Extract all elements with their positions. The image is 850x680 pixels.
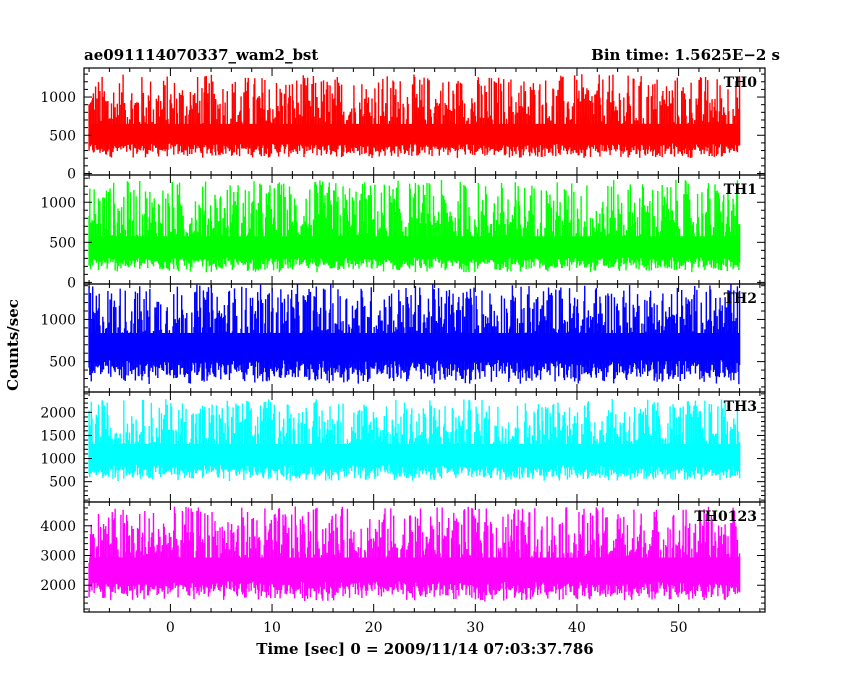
panel-th0: 0 500 1000 TH0 [40, 67, 766, 182]
y-tick-label: 0 [67, 166, 76, 182]
y-tick-label: 500 [49, 475, 76, 491]
y-tick-label: 1500 [40, 428, 76, 444]
y-tick-label: 500 [49, 235, 76, 251]
panel-th0123: 2000 3000 4000 TH0123 [40, 501, 766, 613]
y-tick-label: 500 [49, 128, 76, 144]
chart-title: ae091114070337_wam2_bst [84, 46, 318, 64]
y-axis-title: Counts/sec [4, 299, 22, 391]
x-tick-label: 20 [365, 620, 383, 636]
panel-label: TH3 [724, 399, 757, 415]
panel-th3: 500 1000 1500 2000 TH3 [40, 391, 766, 503]
x-tick-label: 10 [263, 620, 281, 636]
series-core-th0 [89, 123, 740, 144]
x-tick-label: 50 [670, 620, 688, 636]
x-tick-label: 40 [568, 620, 586, 636]
series-th0123 [88, 506, 741, 602]
y-tick-label: 1000 [40, 312, 76, 328]
y-tick-label: 2000 [40, 405, 76, 421]
panel-label: TH0 [724, 75, 758, 91]
panel-label: TH2 [724, 291, 757, 307]
series-core-th0123 [89, 557, 740, 582]
series-core-th3 [89, 444, 740, 465]
panel-th1: 0 500 1000 TH1 [40, 174, 766, 291]
x-axis-title: Time [sec] 0 = 2009/11/14 07:03:37.786 [256, 640, 593, 658]
panels-group: 05001000TH005001000TH15001000TH250010001… [40, 67, 766, 636]
y-tick-label: 2000 [40, 578, 76, 594]
y-tick-label: 1000 [40, 452, 76, 468]
series-core-th2 [89, 333, 740, 360]
x-tick-label: 30 [466, 620, 484, 636]
series-th0 [88, 74, 741, 158]
y-tick-label: 1000 [40, 195, 76, 211]
panel-th2: 500 1000 TH2 [40, 283, 766, 393]
y-tick-label: 0 [67, 275, 76, 291]
panel-label: TH1 [724, 182, 757, 198]
y-tick-label: 500 [49, 355, 76, 371]
y-tick-label: 3000 [40, 549, 76, 565]
series-th3 [88, 398, 741, 481]
series-core-th1 [89, 236, 740, 257]
panel-label: TH0123 [694, 509, 757, 525]
bin-time-label: Bin time: 1.5625E−2 s [591, 46, 780, 64]
panel-frame [83, 501, 766, 613]
y-tick-label: 1000 [40, 90, 76, 106]
y-tick-label: 4000 [40, 519, 76, 535]
series-th1 [88, 179, 741, 273]
x-tick-label: 0 [166, 620, 175, 636]
